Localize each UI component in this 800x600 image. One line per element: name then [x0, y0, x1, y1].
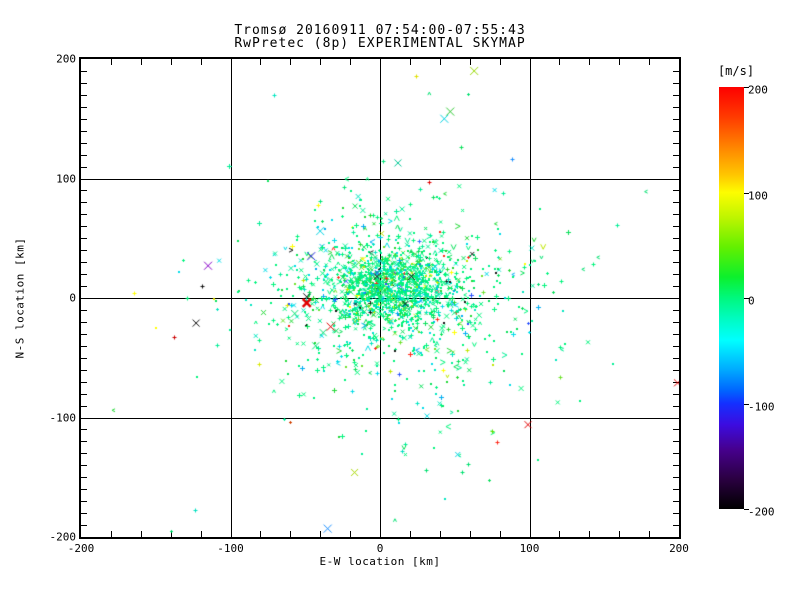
colorbar-tick [744, 298, 749, 299]
colorbar-tick-label: -200 [748, 505, 775, 519]
colorbar-tick [744, 87, 749, 88]
x-tick-label: -200 [67, 542, 95, 555]
y-tick-label: 0 [69, 291, 76, 305]
colorbar-tick [744, 404, 749, 405]
colorbar-unit-label: [m/s] [717, 64, 755, 78]
figure-subtitle: RwPretec (8p) EXPERIMENTAL SKYMAP [234, 36, 526, 51]
colorbar-tick [744, 509, 749, 510]
figure-title: Tromsø 20160911 07:54:00-07:55:43 [234, 23, 526, 38]
y-tick-label: -100 [49, 411, 77, 424]
x-axis-label: E-W location [km] [319, 555, 441, 568]
x-tick-label: 0 [376, 542, 384, 555]
colorbar-tick [744, 193, 749, 194]
y-tick-label: -200 [49, 530, 77, 544]
x-tick-label: 100 [519, 542, 540, 555]
colorbar-tick-label: -100 [748, 400, 775, 413]
colorbar [719, 87, 744, 509]
colorbar-tick-label: 100 [748, 189, 768, 202]
colorbar-tick-label: 0 [748, 294, 755, 308]
scatter-points-canvas [81, 59, 679, 537]
plot-area [79, 57, 681, 539]
y-tick-label: 100 [56, 172, 76, 185]
y-tick-label: 200 [56, 52, 76, 66]
x-tick-label: -100 [217, 542, 244, 555]
colorbar-tick-label: 200 [748, 83, 768, 97]
y-axis-label: N-S location [km] [13, 237, 27, 359]
x-tick-label: 200 [669, 542, 689, 555]
